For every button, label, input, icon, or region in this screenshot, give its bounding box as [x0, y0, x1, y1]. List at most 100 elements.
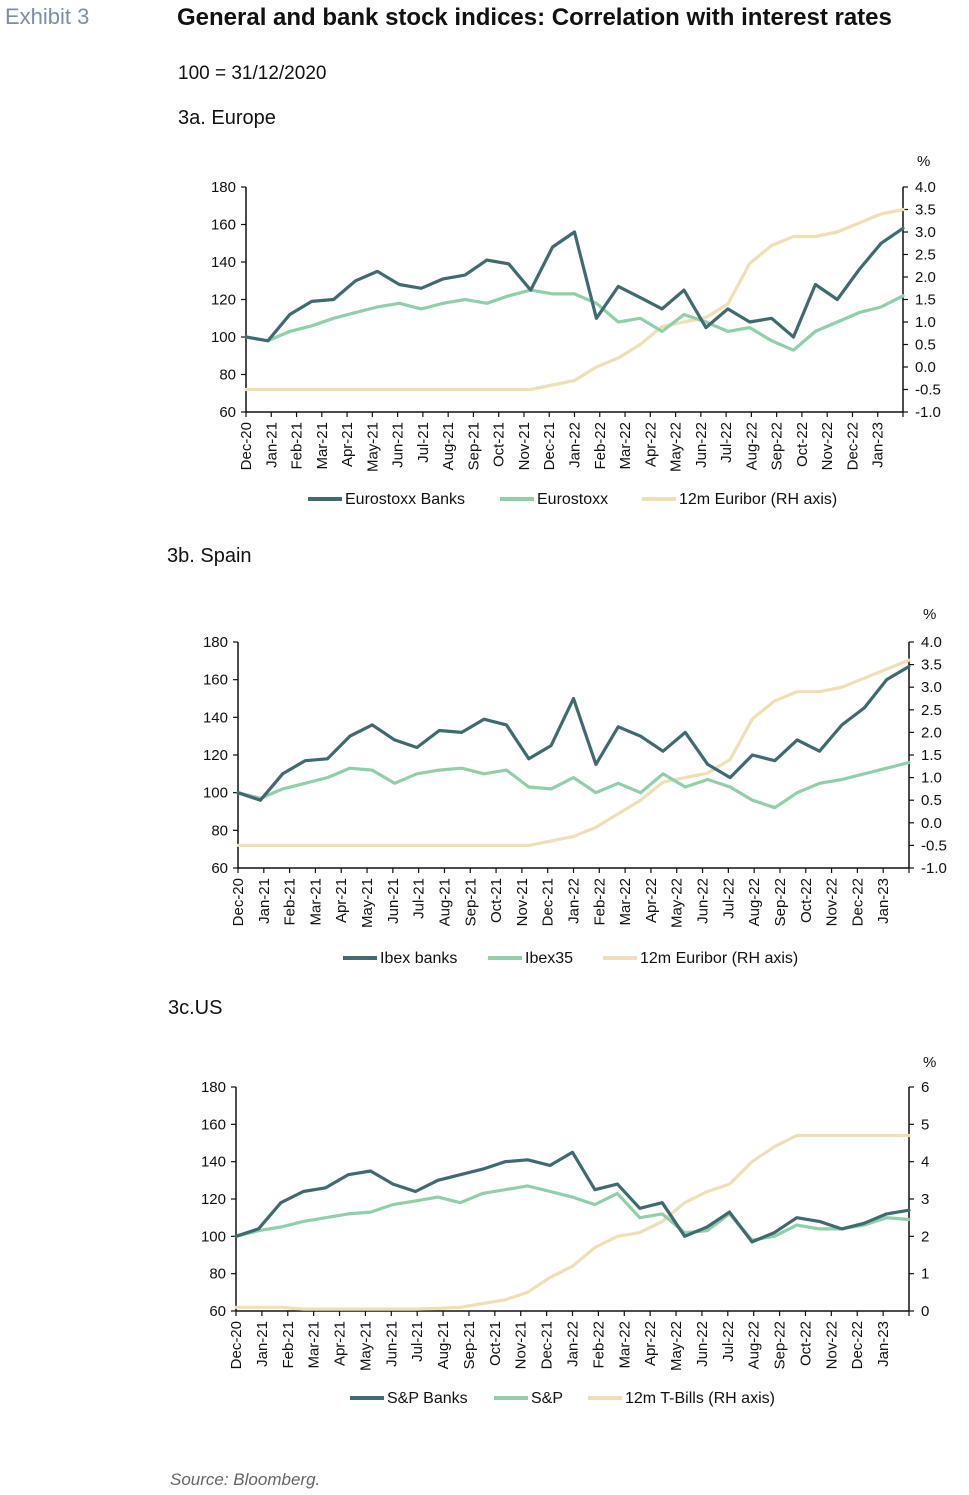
- left-tick-label: 180: [201, 1079, 226, 1096]
- right-tick-label: 2.5: [921, 702, 942, 719]
- x-tick-label: Nov-21: [513, 1321, 530, 1369]
- left-tick-label: 140: [203, 709, 228, 726]
- right-tick-label: 4: [921, 1154, 929, 1171]
- right-tick-label: 1.0: [921, 770, 942, 787]
- x-tick-label: Jul-21: [411, 878, 428, 919]
- x-tick-label: Dec-20: [228, 1321, 245, 1369]
- right-axis-unit: %: [923, 1054, 936, 1071]
- right-tick-label: 4.0: [915, 179, 936, 196]
- legend-label: 12m Euribor (RH axis): [640, 950, 798, 967]
- x-tick-label: Jan-23: [875, 1321, 892, 1367]
- right-tick-label: 4.0: [921, 634, 942, 651]
- x-tick-label: Aug-22: [743, 422, 760, 470]
- left-tick-label: 140: [211, 254, 236, 271]
- legend-label: Ibex banks: [380, 950, 457, 967]
- x-tick-label: Jan-21: [256, 878, 273, 924]
- x-tick-label: Dec-22: [849, 878, 866, 926]
- x-tick-label: Jun-22: [695, 878, 712, 924]
- x-tick-label: Jun-22: [694, 1321, 711, 1367]
- left-tick-label: 100: [211, 329, 236, 346]
- right-tick-label: 0.5: [921, 792, 942, 809]
- legend-label: S&P Banks: [387, 1390, 468, 1407]
- right-tick-label: 3.0: [921, 679, 942, 696]
- x-tick-label: Feb-21: [280, 1321, 297, 1369]
- left-tick-label: 180: [203, 634, 228, 651]
- series-line-s-p-banks: [234, 1150, 911, 1244]
- x-tick-label: Apr-21: [332, 1321, 349, 1366]
- right-axis-unit: %: [917, 153, 930, 170]
- right-tick-label: 1: [921, 1266, 929, 1283]
- left-tick-label: 100: [201, 1228, 226, 1245]
- right-tick-label: 3: [921, 1191, 929, 1208]
- x-tick-label: Jan-22: [567, 422, 584, 468]
- chart-europe: 60 80 100 120 140 160 180 -1.0 -0.5 0.0 0.5 1.0 1.5 2…: [211, 153, 941, 508]
- right-tick-label: -0.5: [921, 837, 947, 854]
- x-tick-label: Jan-22: [566, 878, 583, 924]
- x-tick-label: Jan-22: [565, 1321, 582, 1367]
- right-tick-label: 3.0: [915, 224, 936, 241]
- x-tick-label: Jan-21: [263, 422, 280, 468]
- left-tick-label: 160: [203, 672, 228, 689]
- x-tick-label: Sep-21: [465, 422, 482, 470]
- x-tick-label: Feb-22: [592, 422, 609, 470]
- right-tick-label: 2.0: [915, 269, 936, 286]
- x-tick-label: Apr-22: [642, 1321, 659, 1366]
- x-tick-label: Nov-21: [514, 878, 531, 926]
- x-tick-label: Aug-22: [746, 878, 763, 926]
- x-tick-label: Sep-22: [769, 422, 786, 470]
- x-tick-label: Mar-22: [617, 422, 634, 470]
- right-tick-label: 3.5: [915, 202, 936, 219]
- right-tick-label: 0: [921, 1303, 929, 1320]
- x-tick-label: Dec-21: [539, 1321, 556, 1369]
- x-tick-label: Mar-22: [616, 1321, 633, 1369]
- x-tick-label: Mar-21: [314, 422, 331, 470]
- left-tick-label: 80: [209, 1266, 226, 1283]
- right-tick-label: 1.0: [915, 314, 936, 331]
- x-tick-label: Feb-22: [590, 1321, 607, 1369]
- left-tick-label: 100: [203, 785, 228, 802]
- chart-us: 60 80 100 120 140 160 180 0 1 2 3 4 5 6% Dec-20 Jan-21 F…: [201, 1054, 936, 1407]
- right-tick-label: -1.0: [921, 860, 947, 877]
- page-title: General and bank stock indices: Correlat…: [177, 4, 892, 31]
- x-tick-label: Apr-21: [339, 422, 356, 467]
- right-tick-label: 0.0: [921, 815, 942, 832]
- x-tick-label: May-22: [668, 1321, 685, 1371]
- series-line-12m-t-bills-rh-axis: [234, 1133, 911, 1311]
- left-tick-label: 160: [211, 217, 236, 234]
- x-tick-label: Dec-20: [230, 878, 247, 926]
- x-tick-label: Feb-22: [591, 878, 608, 926]
- x-tick-label: Nov-22: [819, 422, 836, 470]
- right-tick-label: 0.5: [915, 337, 936, 354]
- x-tick-label: Dec-22: [844, 422, 861, 470]
- right-tick-label: 1.5: [915, 292, 936, 309]
- x-tick-label: Apr-22: [642, 422, 659, 467]
- x-tick-label: Jul-21: [409, 1321, 426, 1362]
- left-tick-label: 160: [201, 1116, 226, 1133]
- left-tick-label: 80: [211, 822, 228, 839]
- x-tick-label: Jun-22: [693, 422, 710, 468]
- left-tick-label: 120: [203, 747, 228, 764]
- legend-label: Ibex35: [525, 950, 573, 967]
- x-tick-label: Jul-22: [720, 1321, 737, 1362]
- x-tick-label: Nov-22: [823, 1321, 840, 1369]
- x-tick-label: May-21: [357, 1321, 374, 1371]
- series-line-eurostoxx: [244, 288, 905, 352]
- right-tick-label: 2.5: [915, 247, 936, 264]
- series-line-12m-euribor-rh-axis: [244, 207, 905, 392]
- x-tick-label: Apr-22: [643, 878, 660, 923]
- x-tick-label: Mar-22: [617, 878, 634, 926]
- legend-label: 12m T-Bills (RH axis): [625, 1390, 775, 1407]
- x-tick-label: Jul-22: [720, 878, 737, 919]
- x-tick-label: Jan-23: [875, 878, 892, 924]
- x-tick-label: Sep-22: [772, 1321, 789, 1369]
- x-tick-label: May-21: [359, 878, 376, 928]
- chart-title-us: 3c.US: [168, 997, 223, 1019]
- chart-title-spain: 3b. Spain: [167, 545, 252, 567]
- series-line-eurostoxx-banks: [244, 226, 905, 343]
- series-line-ibex35: [236, 760, 911, 810]
- left-tick-label: 140: [201, 1154, 226, 1171]
- x-tick-label: Jun-21: [385, 878, 402, 924]
- x-tick-label: Feb-21: [282, 878, 299, 926]
- right-tick-label: 1.5: [921, 747, 942, 764]
- x-tick-label: Sep-21: [462, 878, 479, 926]
